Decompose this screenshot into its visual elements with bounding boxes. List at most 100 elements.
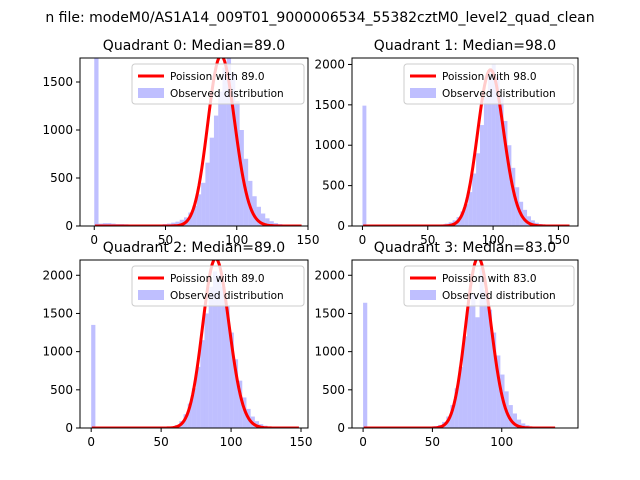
histogram-bar: [171, 222, 176, 226]
histogram-bar: [191, 388, 197, 428]
histogram-bar: [511, 167, 516, 226]
legend-hist-label: Observed distribution: [170, 290, 284, 302]
legend-hist-swatch: [138, 88, 164, 98]
x-tick-label: 100: [220, 435, 243, 449]
histogram-bar: [521, 423, 526, 428]
histogram-bar: [260, 213, 266, 226]
legend-hist-label: Observed distribution: [170, 88, 284, 100]
histogram-bar: [508, 405, 513, 428]
histogram-bar: [196, 194, 202, 226]
histogram-bar: [487, 309, 493, 428]
histogram-bar: [362, 105, 367, 226]
x-tick-label: 150: [547, 233, 570, 247]
histogram-bar: [483, 290, 488, 428]
legend-hist-swatch: [410, 290, 436, 300]
x-tick-label: 0: [90, 233, 98, 247]
legend-hist-swatch: [138, 290, 164, 300]
histogram-bar: [204, 313, 209, 428]
histogram-bar: [233, 359, 239, 428]
histogram-bar: [495, 76, 500, 226]
histogram-bar: [496, 355, 501, 428]
histogram-bar: [492, 332, 497, 428]
y-tick-label: 2000: [314, 57, 345, 71]
y-tick-label: 1000: [42, 123, 73, 137]
subplot-title: Quadrant 2: Median=89.0: [103, 240, 285, 256]
histogram-bar: [208, 286, 213, 428]
histogram-bar: [196, 366, 201, 428]
legend-box: [403, 265, 575, 307]
histogram-bar: [458, 366, 463, 428]
histogram-bar: [527, 216, 531, 226]
histogram-bar: [229, 332, 234, 428]
figure-title: n file: modeM0/AS1A14_009T01_9000006534_…: [45, 10, 594, 26]
histogram-bar: [487, 72, 492, 226]
histogram-bar: [363, 302, 368, 428]
y-tick-label: 2000: [42, 268, 73, 282]
histogram-bar: [467, 305, 472, 428]
histogram-bar: [476, 153, 481, 226]
subplot-title: Quadrant 0: Median=89.0: [103, 38, 285, 54]
x-tick-label: 150: [297, 233, 320, 247]
histogram-bar: [91, 324, 96, 428]
histogram-bar: [217, 275, 222, 428]
histogram-bar: [479, 267, 484, 428]
x-tick-label: 100: [482, 233, 505, 247]
histogram-bar: [209, 137, 214, 226]
histogram-bar: [462, 336, 468, 428]
y-tick-label: 500: [50, 383, 73, 397]
histogram-bar: [231, 72, 236, 226]
histogram-bar: [530, 220, 535, 226]
y-tick-label: 500: [322, 383, 345, 397]
histogram-bar: [201, 182, 206, 226]
plot-area: [91, 260, 302, 428]
y-tick-label: 1000: [314, 345, 345, 359]
histogram-bar: [464, 204, 469, 226]
histogram-bar: [213, 115, 219, 226]
poisson-curve: [94, 58, 302, 226]
x-tick-label: 50: [158, 233, 173, 247]
histogram-bar: [192, 205, 197, 226]
y-tick-label: 500: [50, 171, 73, 185]
y-tick-label: 1500: [42, 306, 73, 320]
legend: Poission with 89.0 Observed distribution: [131, 265, 305, 307]
x-tick-label: 50: [420, 233, 435, 247]
poisson-curve: [362, 68, 570, 226]
histogram-bar: [94, 58, 99, 226]
legend-box: [131, 265, 305, 307]
histogram-bar: [454, 388, 459, 428]
histogram-bar: [205, 162, 210, 226]
plot-area: [363, 260, 556, 428]
histogram-bar: [507, 145, 512, 226]
histogram-bar: [265, 218, 270, 226]
histogram-bar: [175, 221, 180, 226]
subplot-title: Quadrant 3: Median=83.0: [374, 240, 556, 256]
x-tick-label: 0: [359, 435, 367, 449]
histogram-bar: [218, 91, 223, 226]
histogram-bar: [183, 414, 188, 428]
y-tick-label: 1000: [314, 138, 345, 152]
histogram-bar: [491, 64, 496, 226]
histogram-bar: [225, 305, 230, 428]
legend-curve-label: Poission with 83.0: [442, 273, 537, 285]
x-tick-label: 100: [490, 435, 513, 449]
poisson-curve: [363, 260, 556, 428]
x-tick-label: 0: [359, 233, 367, 247]
y-tick-label: 500: [322, 179, 345, 193]
x-tick-label: 50: [425, 435, 440, 449]
legend-hist-label: Observed distribution: [442, 88, 556, 100]
legend: Poission with 83.0 Observed distribution: [403, 265, 575, 307]
histogram-bar: [222, 67, 227, 226]
histogram-bar: [512, 413, 517, 428]
plot-area: [362, 64, 570, 226]
histogram-bar: [221, 286, 226, 428]
histogram-bar: [499, 96, 504, 226]
histogram-bar: [212, 271, 218, 428]
legend-hist-label: Observed distribution: [442, 290, 556, 302]
histogram-bar: [256, 206, 261, 226]
y-tick-label: 0: [337, 421, 345, 435]
histogram-bar: [480, 125, 484, 226]
histogram-bar: [483, 96, 488, 226]
